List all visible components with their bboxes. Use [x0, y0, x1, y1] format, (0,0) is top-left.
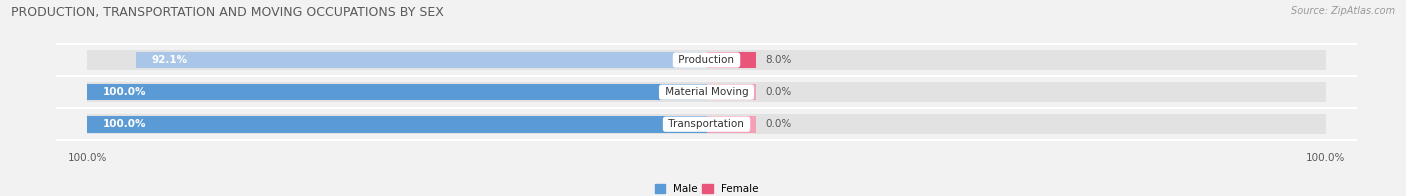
Text: 92.1%: 92.1% — [152, 55, 188, 65]
Text: 0.0%: 0.0% — [765, 119, 792, 129]
Bar — [707, 50, 1326, 70]
Bar — [707, 116, 756, 132]
Bar — [136, 52, 707, 68]
Text: 100.0%: 100.0% — [103, 119, 146, 129]
Text: Material Moving: Material Moving — [662, 87, 751, 97]
Bar — [87, 116, 707, 132]
Text: Transportation: Transportation — [665, 119, 748, 129]
Text: Production: Production — [675, 55, 738, 65]
Text: Source: ZipAtlas.com: Source: ZipAtlas.com — [1291, 6, 1395, 16]
Text: 8.0%: 8.0% — [765, 55, 792, 65]
Text: 100.0%: 100.0% — [103, 87, 146, 97]
Bar — [707, 52, 756, 68]
Bar — [87, 84, 707, 101]
Bar — [707, 82, 1326, 102]
Text: 0.0%: 0.0% — [765, 87, 792, 97]
Text: PRODUCTION, TRANSPORTATION AND MOVING OCCUPATIONS BY SEX: PRODUCTION, TRANSPORTATION AND MOVING OC… — [11, 6, 444, 19]
Bar — [87, 82, 707, 102]
Bar — [707, 84, 756, 101]
Bar — [87, 50, 707, 70]
Bar — [87, 114, 707, 134]
Bar — [707, 114, 1326, 134]
Legend: Male, Female: Male, Female — [651, 180, 762, 196]
